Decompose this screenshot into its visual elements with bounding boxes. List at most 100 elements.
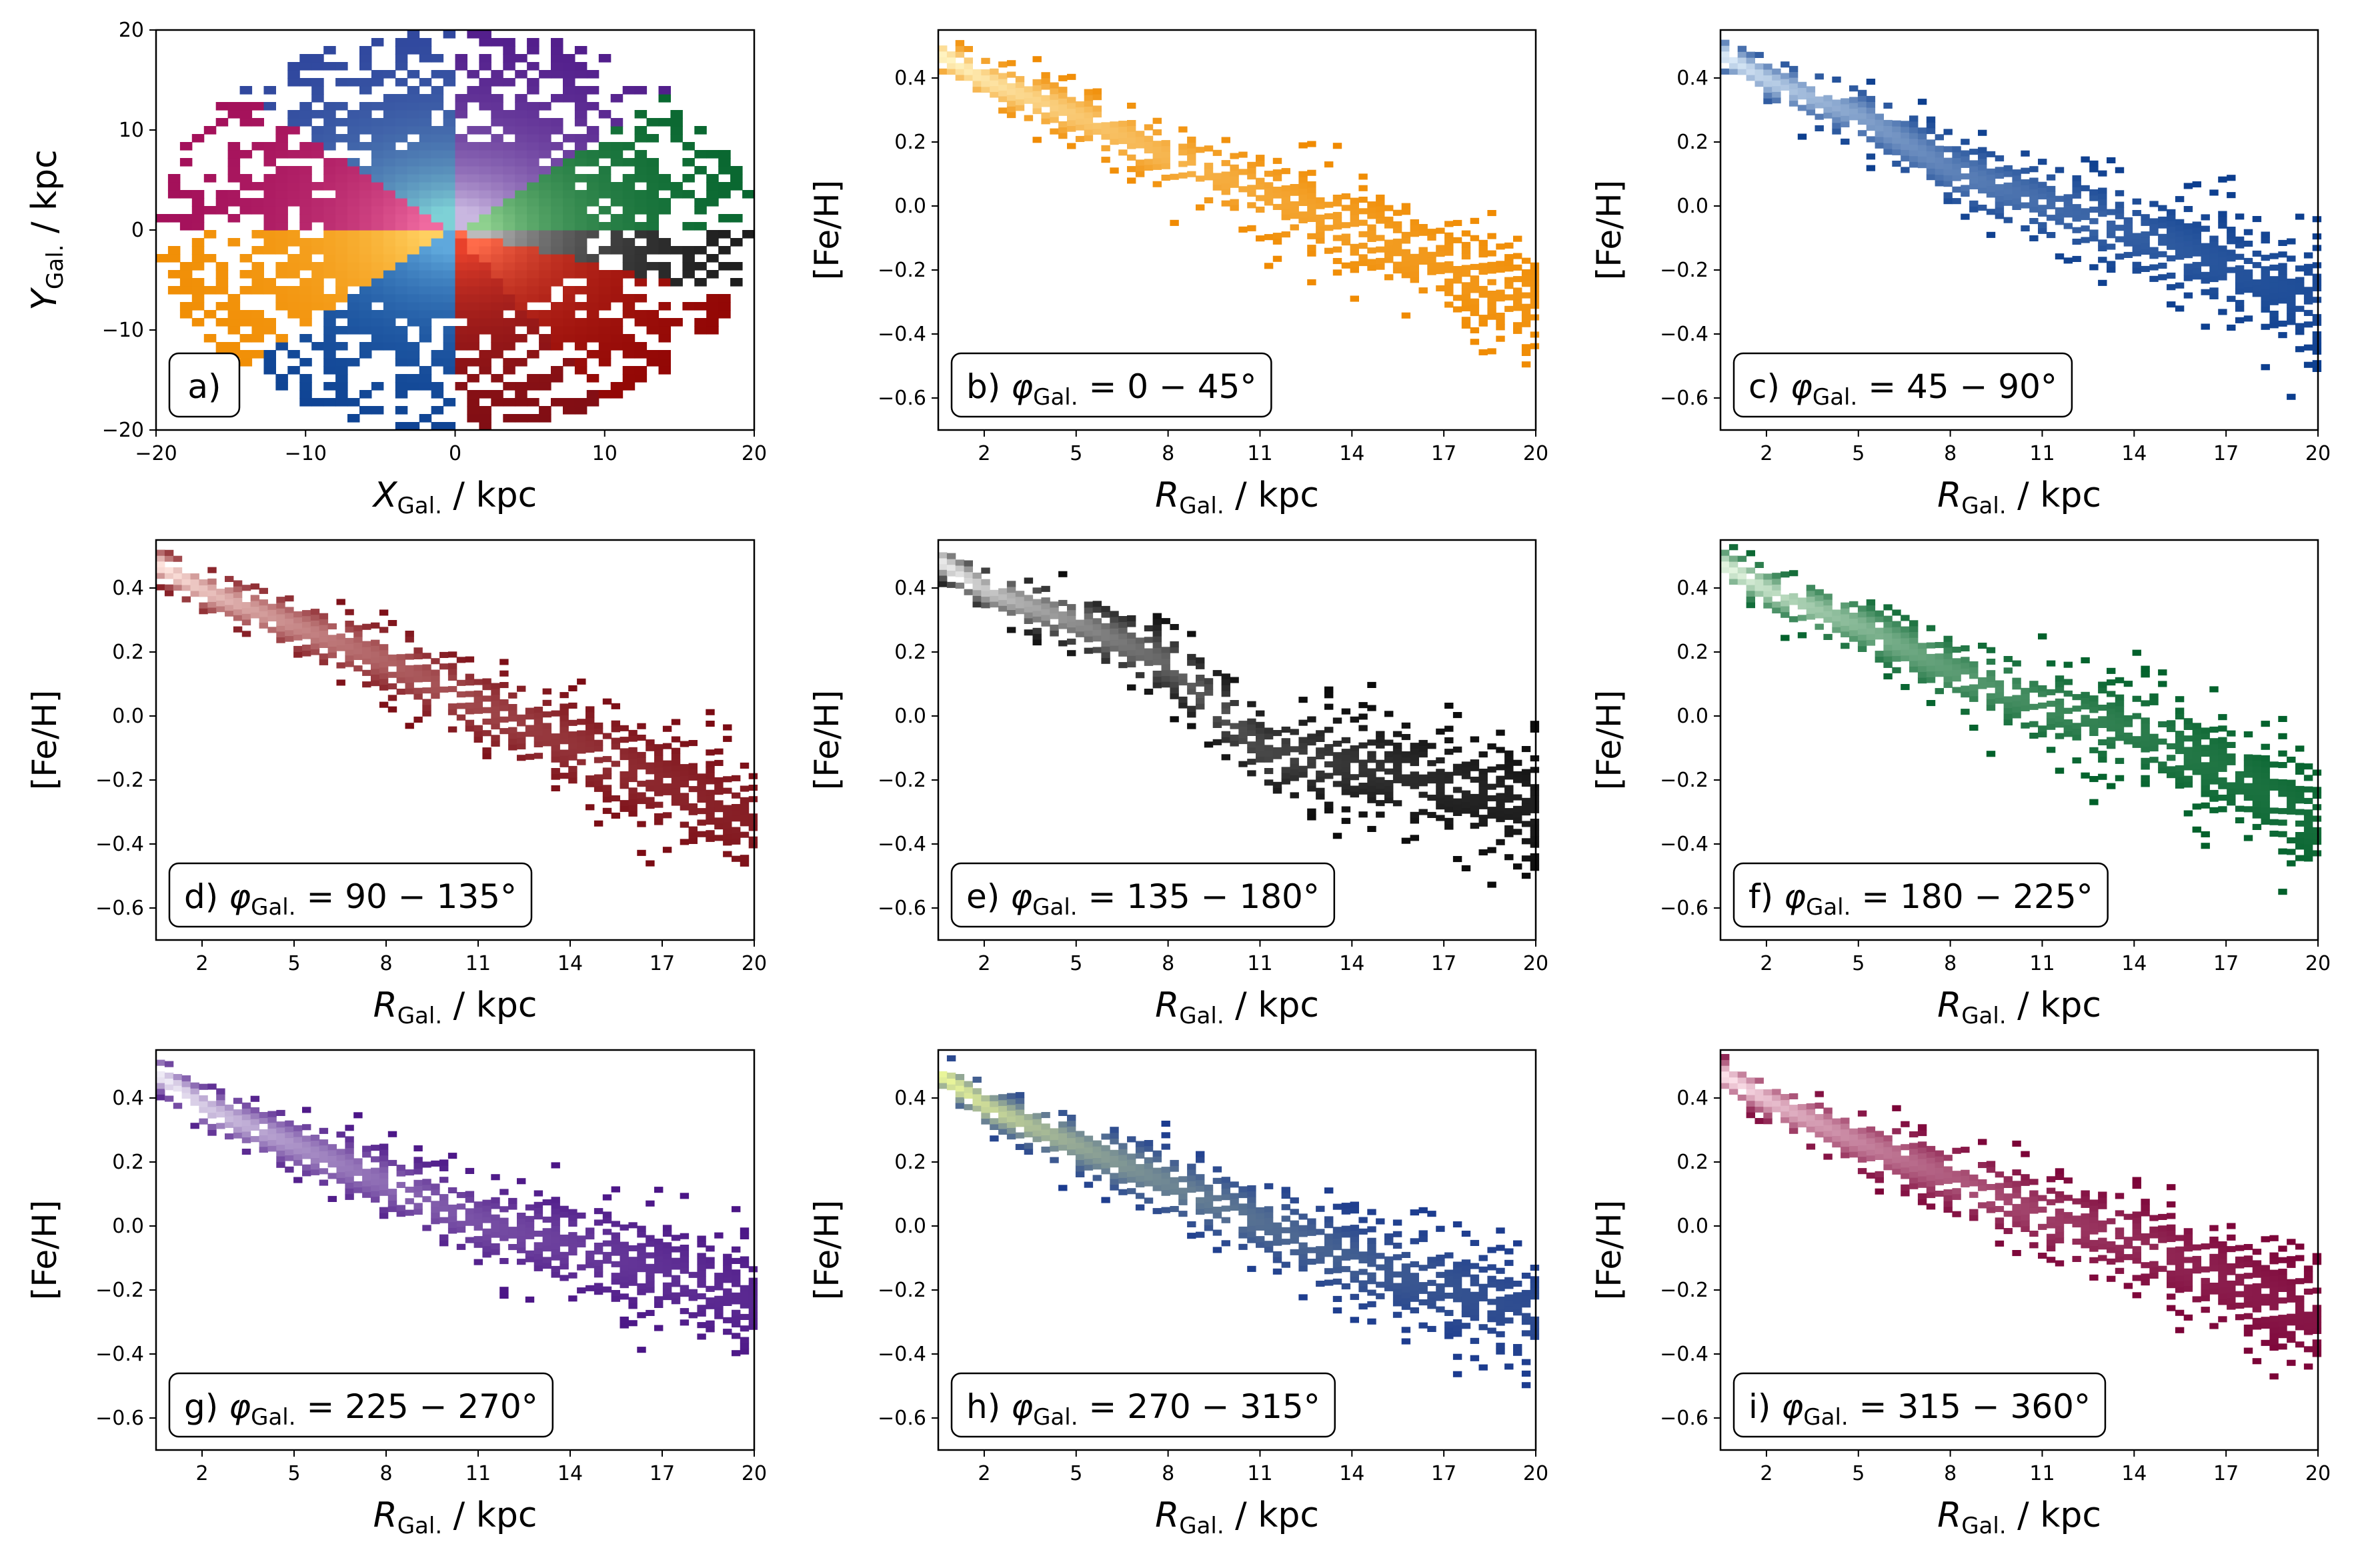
heatmap-cell [1170,670,1179,677]
heatmap-cell [1084,117,1094,124]
heatmap-cell [1212,1195,1222,1201]
galaxy-map-cell [503,38,515,47]
galaxy-map-cell [491,158,503,167]
heatmap-cell [533,1190,543,1197]
heatmap-cell [620,1224,629,1231]
heatmap-cell [2261,778,2270,785]
heatmap-cell [1427,269,1436,275]
heatmap-cell [2021,191,2030,197]
heatmap-cell [1307,204,1316,211]
galaxy-map-cell [191,302,205,311]
heatmap-cell [1487,783,1496,790]
heatmap-cell [2063,719,2073,726]
heatmap-cell [1332,143,1342,149]
galaxy-map-cell [598,278,612,287]
heatmap-cell [1401,231,1411,238]
heatmap-cell [1504,796,1514,803]
heatmap-cell [439,1234,449,1241]
x-tick-label: 8 [379,1462,392,1485]
heatmap-cell [447,726,457,733]
heatmap-cell [1204,1196,1214,1203]
heatmap-cell [1892,644,1901,651]
galaxy-map-cell [419,198,432,207]
heatmap-cell [2098,187,2107,194]
heatmap-cell [559,1205,569,1212]
heatmap-cell [1392,748,1402,755]
heatmap-cell [1986,185,1996,192]
heatmap-cell [1161,145,1170,152]
heatmap-cell [199,1101,208,1107]
heatmap-cell [1050,99,1059,106]
galaxy-map-cell [371,38,384,47]
heatmap-cell [1720,555,1730,562]
galaxy-map-cell [467,318,479,327]
heatmap-cell [285,613,294,619]
galaxy-map-cell [395,374,408,383]
heatmap-cell [1521,775,1531,781]
heatmap-cell [1006,1127,1016,1134]
heatmap-cell [1513,811,1522,818]
heatmap-cell [447,1221,457,1228]
heatmap-cell [1461,282,1471,289]
galaxy-map-cell [515,166,527,175]
heatmap-cell [1995,189,2005,196]
heatmap-cell [2115,207,2125,214]
heatmap-cell [2278,762,2287,769]
heatmap-cell [2141,249,2150,255]
heatmap-cell [1204,174,1214,181]
galaxy-map-cell [598,294,612,303]
heatmap-cell [207,1129,217,1136]
heatmap-cell [1952,647,1961,653]
heatmap-cell [2261,807,2270,813]
galaxy-map-cell [479,246,491,255]
heatmap-cell [533,1201,543,1208]
galaxy-map-cell [706,318,719,327]
galaxy-map-cell [275,294,288,303]
heatmap-cell [2201,733,2210,740]
heatmap-cell [491,1249,500,1255]
galaxy-map-cell [610,118,624,127]
galaxy-map-cell [479,62,491,71]
galaxy-map-cell [311,214,324,223]
heatmap-cell [1298,737,1308,743]
heatmap-cell [1204,145,1214,152]
heatmap-cell [2252,291,2262,297]
galaxy-map-cell [467,406,479,415]
heatmap-cell [697,1293,706,1299]
galaxy-map-cell [539,270,551,279]
heatmap-cell [2303,809,2313,816]
heatmap-cell [2132,198,2141,205]
heatmap-cell [998,1117,1008,1123]
heatmap-cell [2312,314,2322,321]
heatmap-cell [1401,261,1411,267]
heatmap-cell [2003,713,2013,720]
heatmap-cell [1101,635,1110,641]
heatmap-cell [972,601,982,608]
galaxy-map-cell [335,270,348,279]
galaxy-map-cell [347,174,360,183]
heatmap-cell [2003,165,2013,171]
heatmap-cell [1720,39,1730,46]
heatmap-cell [2029,703,2039,710]
heatmap-cell [2303,786,2313,793]
galaxy-map-cell [491,262,503,271]
heatmap-cell [1187,136,1196,143]
heatmap-cell [1221,137,1230,143]
heatmap-cell [2063,679,2073,685]
heatmap-cell [620,783,629,789]
heatmap-cell [319,619,329,625]
heatmap-cell [1961,156,1970,163]
galaxy-map-cell [491,118,503,127]
heatmap-cell [1410,219,1419,225]
heatmap-cell [1986,751,1996,757]
heatmap-cell [517,1235,526,1242]
galaxy-map-cell [395,254,408,263]
heatmap-cell [2175,748,2185,755]
heatmap-cell [1118,138,1128,145]
heatmap-cell [1212,716,1222,723]
heatmap-cell [2132,736,2141,743]
heatmap-cell [1737,555,1747,562]
heatmap-cell [1196,680,1205,687]
heatmap-cell [1015,76,1025,83]
heatmap-cell [946,553,956,559]
